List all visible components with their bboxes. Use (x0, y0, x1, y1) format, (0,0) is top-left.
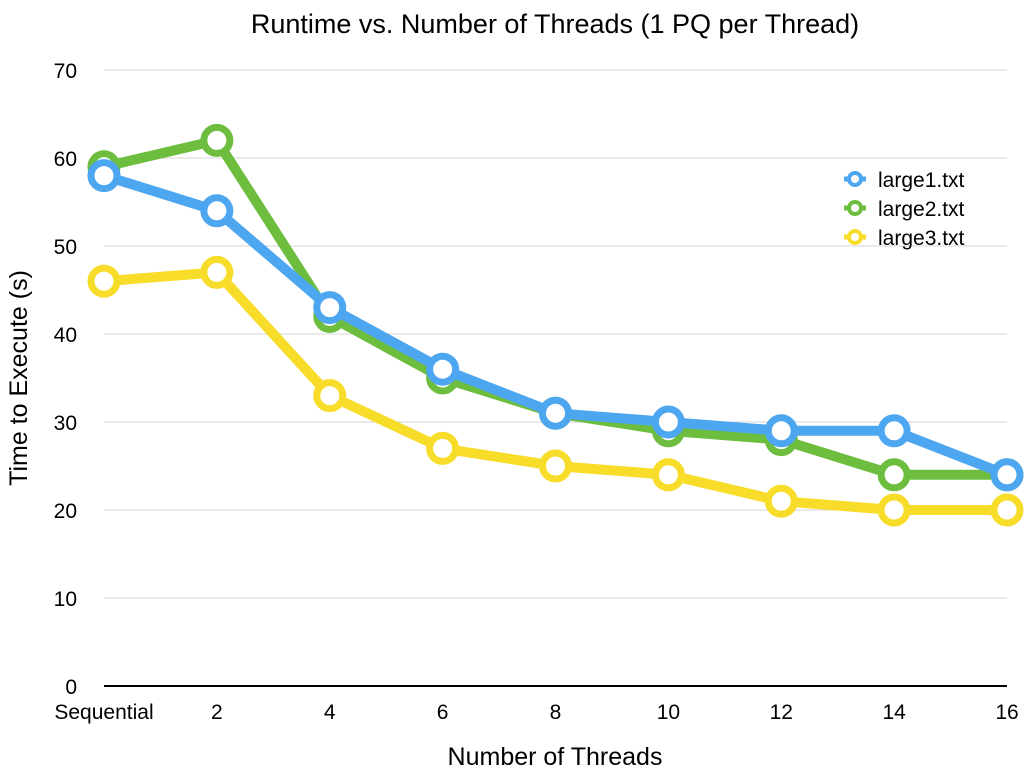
data-point (200, 123, 234, 157)
x-axis-ticks: Sequential 2 4 6 8 10 12 14 16 (54, 701, 1018, 724)
legend-label: large3.txt (878, 227, 965, 250)
series-large1-txt (87, 159, 1024, 492)
y-tick-label: 20 (54, 500, 77, 523)
data-point (313, 379, 347, 413)
data-point (990, 493, 1024, 527)
x-tick-label: Sequential (54, 701, 153, 724)
data-point (313, 291, 347, 325)
x-tick-label: 10 (657, 701, 680, 724)
x-tick-label: 16 (995, 701, 1018, 724)
data-point (651, 405, 685, 439)
data-point (764, 484, 798, 518)
data-point (426, 431, 460, 465)
y-tick-label: 40 (54, 324, 77, 347)
legend-label: large2.txt (878, 198, 965, 221)
legend-item: large2.txt (844, 198, 965, 221)
legend-item: large1.txt (844, 169, 965, 192)
data-point (426, 352, 460, 386)
x-tick-label: 6 (437, 701, 449, 724)
data-point (87, 159, 121, 193)
legend-swatch-marker (847, 171, 863, 187)
legend: large1.txt large2.txt large3.txt (844, 169, 965, 250)
data-point (539, 396, 572, 430)
data-point (877, 493, 911, 527)
legend-swatch-marker (847, 200, 863, 216)
y-tick-label: 0 (65, 676, 77, 699)
series-large3-txt (87, 255, 1024, 527)
y-tick-label: 60 (54, 148, 77, 171)
data-point (539, 449, 572, 483)
chart-title: Runtime vs. Number of Threads (1 PQ per … (251, 9, 859, 39)
x-tick-label: 4 (324, 701, 336, 724)
legend-label: large1.txt (878, 169, 965, 192)
data-point (87, 264, 121, 298)
y-axis-title: Time to Execute (s) (5, 270, 33, 486)
data-point (651, 458, 685, 492)
y-tick-label: 50 (54, 236, 77, 259)
y-tick-label: 10 (54, 588, 77, 611)
y-axis-ticks: 0 10 20 30 40 50 60 70 (54, 60, 77, 699)
series-group (87, 123, 1024, 527)
x-tick-label: 12 (770, 701, 793, 724)
y-tick-label: 70 (54, 60, 77, 83)
series-line (99, 170, 1012, 480)
grid (104, 69, 1007, 599)
y-tick-label: 30 (54, 412, 77, 435)
x-tick-label: 2 (211, 701, 223, 724)
data-point (877, 458, 911, 492)
data-point (990, 458, 1024, 492)
data-point (200, 255, 234, 289)
x-axis-title: Number of Threads (448, 743, 663, 771)
legend-swatch-marker (847, 229, 863, 245)
x-tick-label: 8 (550, 701, 562, 724)
data-point (877, 414, 911, 448)
data-point (200, 194, 234, 228)
legend-item: large3.txt (844, 227, 965, 250)
x-tick-label: 14 (882, 701, 906, 724)
data-point (764, 414, 798, 448)
